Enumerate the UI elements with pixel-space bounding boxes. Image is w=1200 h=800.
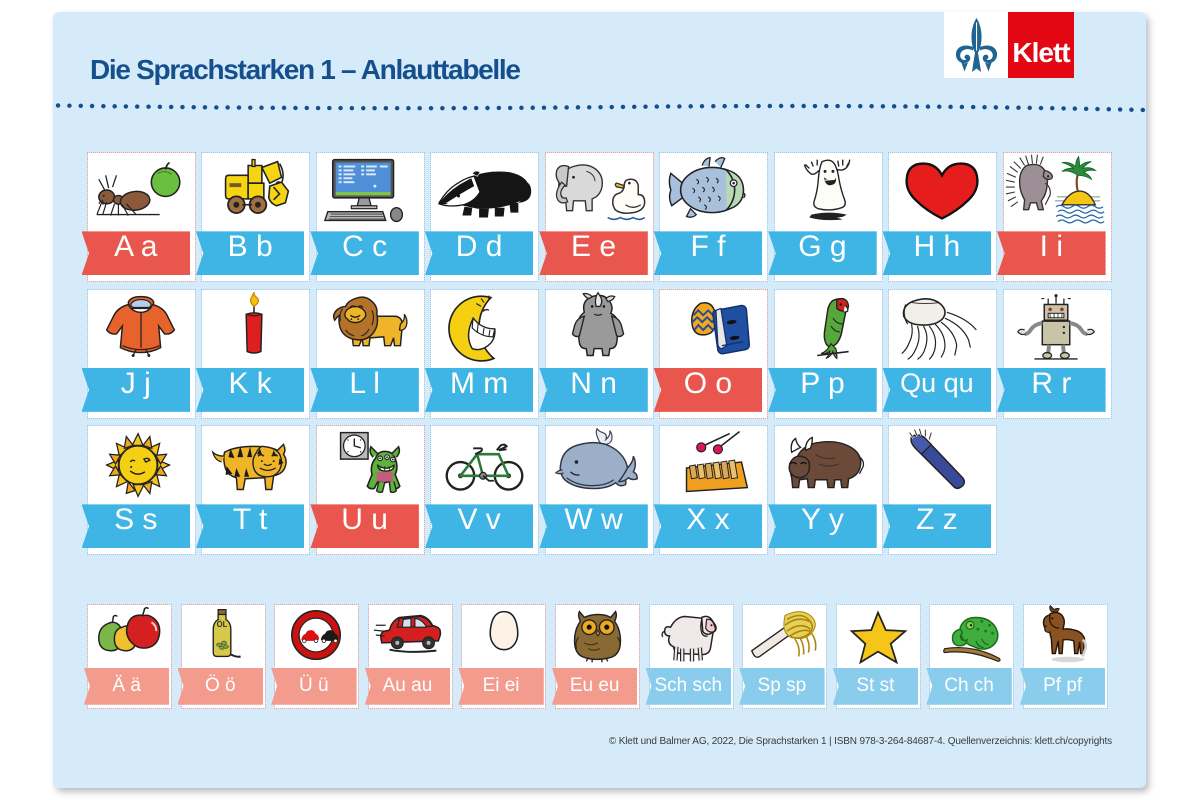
svg-text:ÖL: ÖL [216,621,227,630]
